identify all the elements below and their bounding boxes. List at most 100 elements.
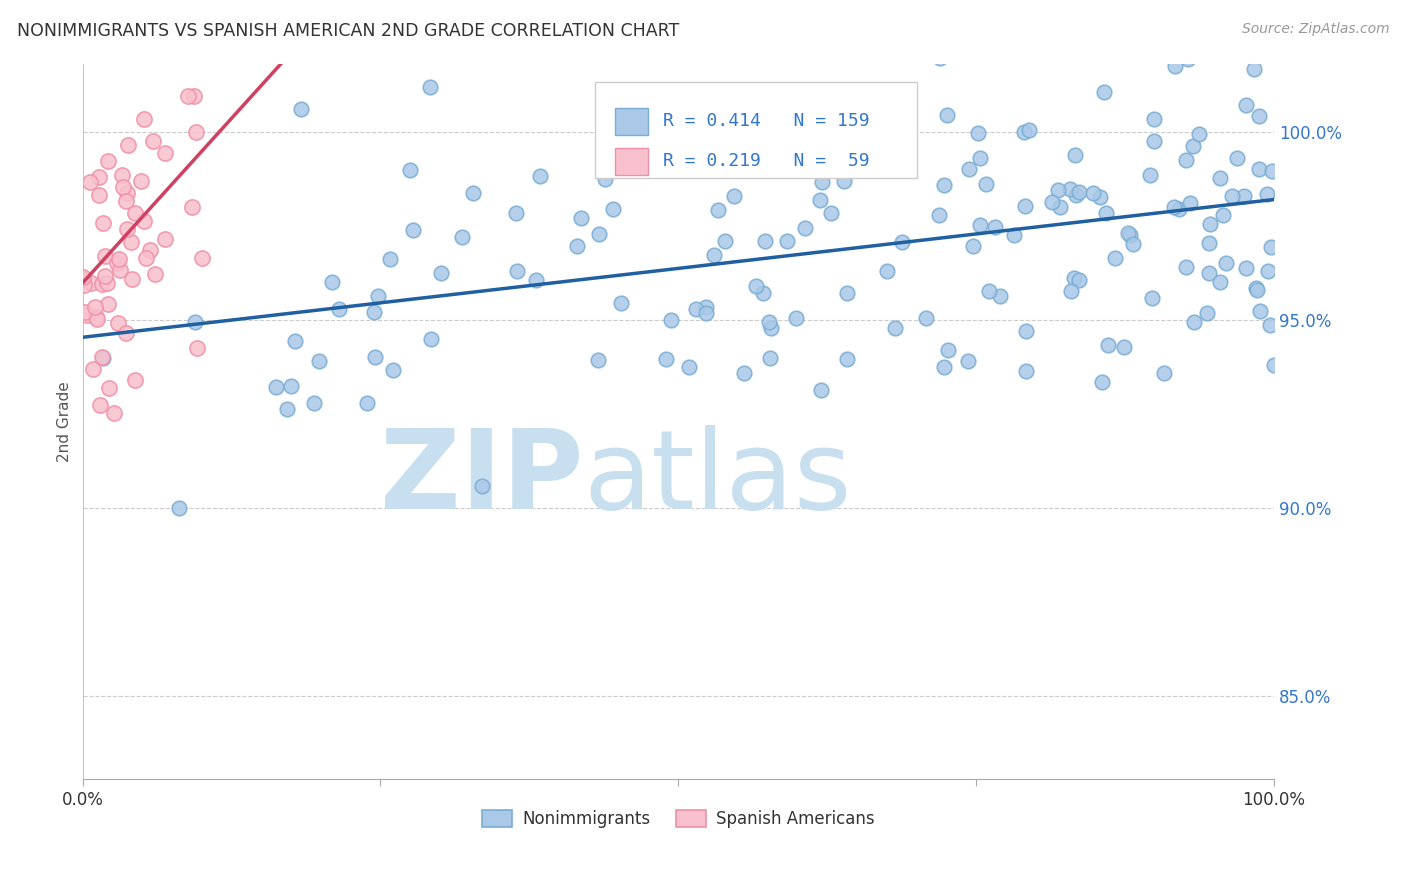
Point xyxy=(124,206,146,220)
Point xyxy=(143,267,166,281)
Point xyxy=(1260,240,1282,254)
Point xyxy=(96,276,118,290)
Text: R = 0.414   N = 159: R = 0.414 N = 159 xyxy=(662,112,869,130)
Point xyxy=(1209,170,1232,185)
Point xyxy=(685,301,707,316)
Point xyxy=(1163,200,1185,214)
Point xyxy=(1140,291,1163,305)
Point xyxy=(1234,261,1257,276)
Point xyxy=(962,239,984,253)
Text: NONIMMIGRANTS VS SPANISH AMERICAN 2ND GRADE CORRELATION CHART: NONIMMIGRANTS VS SPANISH AMERICAN 2ND GR… xyxy=(17,22,679,40)
Point xyxy=(183,88,205,103)
Point xyxy=(402,223,425,237)
Point xyxy=(1015,324,1038,338)
Point xyxy=(707,203,730,218)
Point xyxy=(891,235,914,249)
Point xyxy=(1249,109,1271,123)
Point xyxy=(1015,364,1038,378)
Point xyxy=(83,301,105,315)
Point xyxy=(752,286,775,301)
Point xyxy=(1257,264,1279,278)
Point xyxy=(506,264,529,278)
Point xyxy=(1049,200,1071,214)
Point xyxy=(111,32,134,46)
Point xyxy=(264,380,287,394)
Point xyxy=(1081,186,1104,200)
Point xyxy=(378,252,401,267)
Point xyxy=(1177,52,1199,66)
Point xyxy=(883,321,905,335)
Point xyxy=(1060,284,1083,298)
Point xyxy=(97,297,120,311)
Point xyxy=(321,275,343,289)
Point xyxy=(302,396,325,410)
Point xyxy=(115,222,138,236)
Point xyxy=(769,135,792,149)
Point xyxy=(1095,206,1118,220)
Point xyxy=(280,379,302,393)
Point xyxy=(1258,318,1281,333)
Point xyxy=(121,272,143,286)
Point xyxy=(134,214,156,228)
Point xyxy=(929,51,952,65)
Point xyxy=(276,402,298,417)
Point xyxy=(1197,306,1219,320)
Point xyxy=(1199,217,1222,231)
Point xyxy=(82,362,104,376)
Point xyxy=(308,354,330,368)
Point xyxy=(1137,0,1160,12)
Point xyxy=(1153,366,1175,380)
Point xyxy=(103,406,125,420)
Point xyxy=(191,251,214,265)
Point xyxy=(89,188,111,202)
Point xyxy=(1042,194,1064,209)
Point xyxy=(505,205,527,219)
Point xyxy=(108,262,131,277)
Y-axis label: 2nd Grade: 2nd Grade xyxy=(58,381,72,462)
Point xyxy=(837,286,859,301)
Point xyxy=(382,363,405,377)
Point xyxy=(103,17,125,31)
Point xyxy=(184,315,207,329)
Point xyxy=(1069,273,1091,287)
Text: Source: ZipAtlas.com: Source: ZipAtlas.com xyxy=(1241,22,1389,37)
Point xyxy=(820,206,842,220)
Point xyxy=(733,366,755,380)
Point xyxy=(142,134,165,148)
Point xyxy=(837,352,859,367)
Point xyxy=(367,289,389,303)
Point xyxy=(184,125,207,139)
Point xyxy=(290,102,312,116)
Point xyxy=(86,312,108,326)
Point xyxy=(808,194,831,208)
Point xyxy=(131,173,153,187)
Point xyxy=(928,208,950,222)
FancyBboxPatch shape xyxy=(614,148,648,175)
Point xyxy=(754,235,776,249)
Point xyxy=(1234,98,1257,112)
Point xyxy=(91,351,114,366)
Point xyxy=(1090,190,1112,204)
Point xyxy=(79,276,101,290)
Point xyxy=(1116,226,1139,240)
Point xyxy=(450,230,472,244)
Point xyxy=(659,313,682,327)
Point xyxy=(610,295,633,310)
Point xyxy=(1249,162,1271,177)
Point xyxy=(284,334,307,348)
Point xyxy=(723,189,745,203)
Point xyxy=(1244,281,1267,295)
Point xyxy=(915,311,938,326)
Point xyxy=(695,300,717,314)
Point xyxy=(588,227,610,242)
Point xyxy=(1143,134,1166,148)
Point xyxy=(636,129,658,144)
Point xyxy=(775,234,797,248)
Point xyxy=(209,39,232,54)
Point xyxy=(91,216,114,230)
Point xyxy=(420,333,443,347)
Point xyxy=(1122,236,1144,251)
Point xyxy=(1182,315,1205,329)
Point xyxy=(1174,260,1197,274)
Point xyxy=(569,211,592,225)
